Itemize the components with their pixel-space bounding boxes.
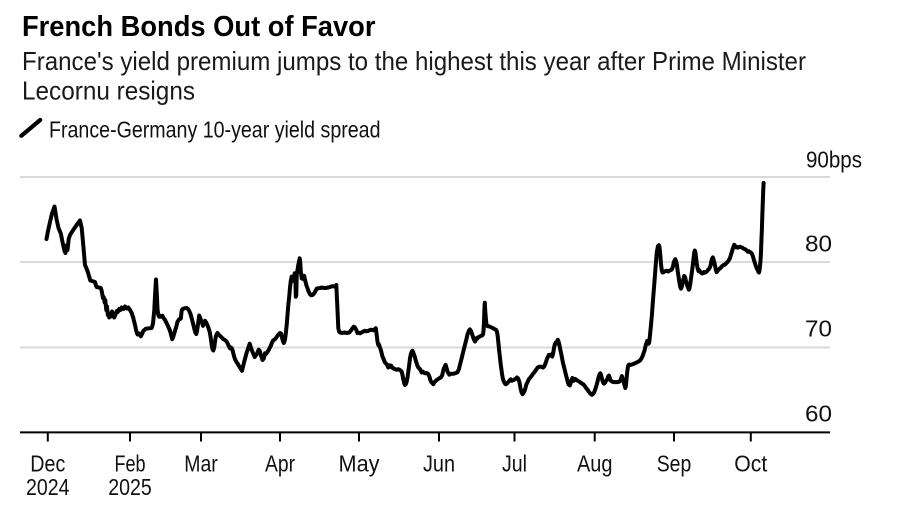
svg-text:Feb: Feb xyxy=(115,451,146,477)
svg-text:French Bonds Out of Favor: French Bonds Out of Favor xyxy=(22,11,376,43)
svg-text:90bps: 90bps xyxy=(806,147,862,173)
svg-text:Oct: Oct xyxy=(734,451,768,477)
svg-text:May: May xyxy=(339,451,380,477)
svg-text:2025: 2025 xyxy=(108,474,152,500)
svg-text:France's yield premium jumps t: France's yield premium jumps to the high… xyxy=(22,46,806,76)
svg-text:Aug: Aug xyxy=(577,451,613,477)
svg-text:60: 60 xyxy=(805,401,832,427)
svg-text:80: 80 xyxy=(805,231,832,257)
svg-text:Dec: Dec xyxy=(30,451,65,477)
svg-text:France-Germany 10-year yield s: France-Germany 10-year yield spread xyxy=(49,117,381,143)
svg-text:Lecornu resigns: Lecornu resigns xyxy=(22,76,195,106)
svg-text:Sep: Sep xyxy=(657,451,692,477)
svg-text:Jun: Jun xyxy=(423,451,455,477)
svg-text:2024: 2024 xyxy=(26,474,70,500)
svg-text:Apr: Apr xyxy=(265,451,295,477)
svg-text:70: 70 xyxy=(805,316,832,342)
svg-text:Mar: Mar xyxy=(184,451,218,477)
svg-text:Jul: Jul xyxy=(502,451,527,477)
